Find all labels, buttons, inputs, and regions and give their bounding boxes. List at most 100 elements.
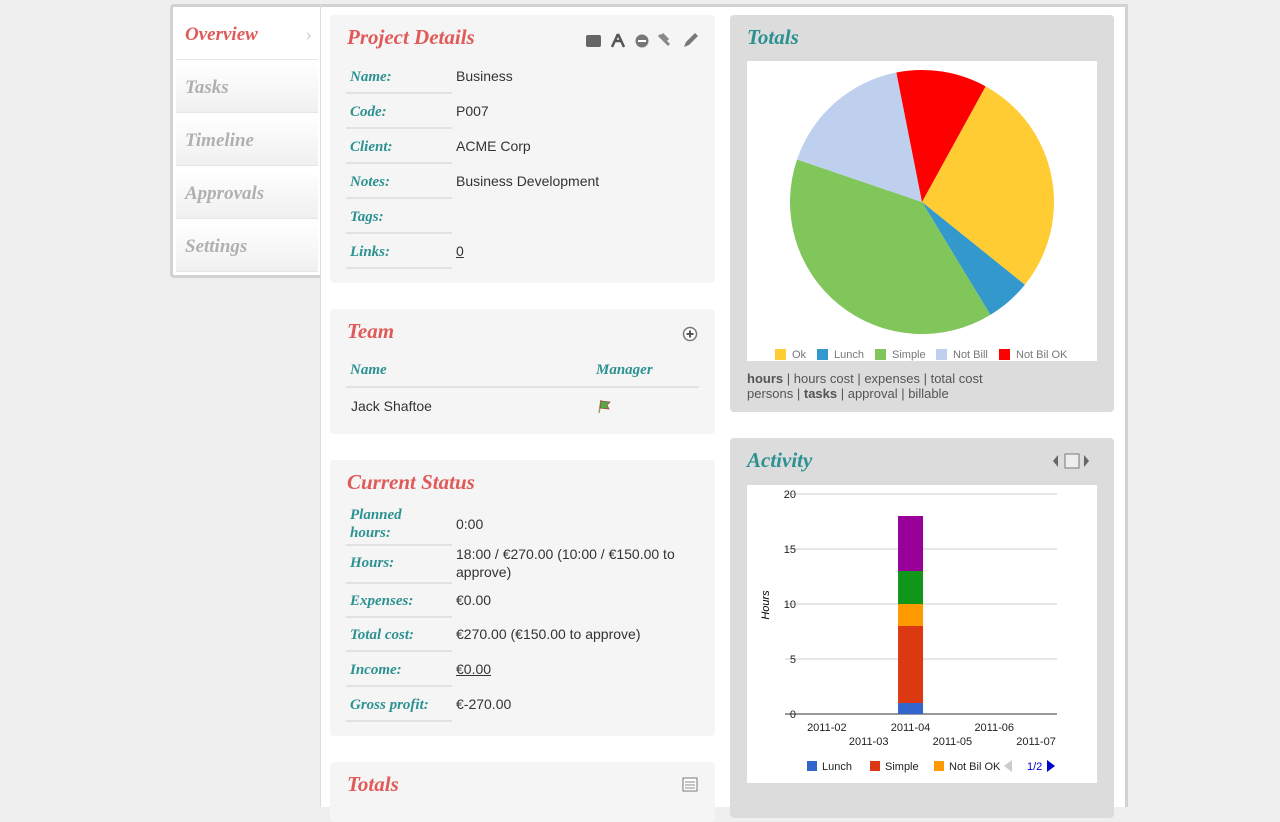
legend-swatch — [870, 761, 880, 771]
bar-segment — [898, 626, 924, 703]
legend-prev[interactable] — [1004, 760, 1012, 772]
metric-link[interactable]: persons — [747, 386, 794, 401]
legend-label: Simple — [892, 349, 926, 361]
divider — [346, 685, 452, 687]
legend-label: Not Bil OK — [1016, 349, 1068, 361]
field-label: Name: — [350, 69, 392, 85]
nav-tab[interactable]: Timeline — [176, 116, 318, 166]
legend-swatch — [817, 349, 828, 360]
pie-slice — [797, 72, 922, 202]
calendar-button[interactable] — [1064, 453, 1080, 469]
field-label: Hours: — [350, 555, 395, 571]
legend-pager: 1/2 — [1027, 761, 1042, 773]
field-label: Gross profit: — [350, 697, 429, 713]
field-value: Business Development — [456, 173, 600, 189]
field-label: Expenses: — [350, 593, 414, 609]
column-header: Manager — [596, 362, 653, 378]
prev-button[interactable] — [1053, 455, 1058, 467]
field-value: €-270.00 — [456, 696, 512, 712]
field-label: Links: — [350, 244, 391, 260]
pie-chart: Ok Lunch Simple Not Bill Not Bil OK — [747, 61, 1097, 361]
nav-tab[interactable]: Tasks — [176, 63, 318, 113]
metric-link[interactable]: hours — [747, 371, 784, 386]
nav-tab[interactable]: Approvals — [176, 169, 318, 219]
team-card: Team Name Manager Jack Shaftoe — [330, 309, 715, 434]
divider — [346, 386, 699, 388]
field-value[interactable]: €0.00 — [456, 661, 492, 677]
x-tick-label: 2011-03 — [849, 736, 889, 748]
bar-segment — [898, 703, 924, 714]
field-label: Notes: — [350, 174, 390, 190]
divider — [346, 544, 452, 546]
y-tick-label: 0 — [790, 709, 796, 721]
link-row: hours | hours cost | expenses | total co… — [747, 371, 983, 386]
metric-link[interactable]: hours cost — [793, 371, 854, 386]
field-label: Total cost: — [350, 627, 415, 643]
side-nav: Overview › Tasks Timeline Approvals Settings — [170, 4, 324, 278]
pie-slice — [896, 70, 986, 202]
nav-tab[interactable]: Settings — [176, 222, 318, 272]
x-tick-label: 2011-02 — [807, 722, 847, 734]
metric-link[interactable]: total cost — [930, 371, 983, 386]
metric-link[interactable]: billable — [908, 386, 949, 401]
divider — [346, 127, 452, 129]
pie-slice — [790, 159, 991, 334]
y-axis-label: Hours — [760, 590, 772, 620]
field-value: P007 — [456, 103, 489, 119]
field-value: €0.00 — [456, 592, 492, 608]
legend-swatch — [936, 349, 947, 360]
metric-link[interactable]: tasks — [803, 386, 838, 401]
field-label: Client: — [350, 139, 393, 155]
nav-tab[interactable]: Overview › — [176, 10, 318, 60]
project-details-card: Project Details Name: Business Code: P007 Cl… — [330, 15, 715, 283]
divider — [346, 92, 452, 94]
y-tick-label: 10 — [784, 599, 796, 611]
legend-label: Ok — [792, 349, 807, 361]
member-name: Jack Shaftoe — [351, 398, 432, 414]
x-tick-label: 2011-05 — [933, 736, 973, 748]
field-value: ACME Corp — [456, 138, 531, 154]
card-title: Activity — [747, 448, 813, 472]
x-tick-label: 2011-06 — [974, 722, 1014, 734]
pie-slice — [922, 86, 1054, 285]
link-row: persons | tasks | approval | billable — [747, 386, 949, 401]
metric-link[interactable]: approval — [847, 386, 898, 401]
y-tick-label: 20 — [784, 489, 796, 501]
bar-segment — [898, 604, 924, 626]
field-label: Tags: — [350, 209, 384, 225]
status-card: Current Status Planned hours: 0:00 Hours: 1… — [330, 460, 715, 736]
card-title: Project Details — [347, 25, 475, 49]
card-title: Totals — [747, 25, 799, 49]
bar-chart: 05101520Hours2011-022011-032011-042011-0… — [747, 485, 1097, 783]
field-value: 0:00 — [456, 516, 484, 532]
add-icon[interactable] — [682, 326, 698, 342]
field-label: Code: — [350, 104, 387, 120]
field-value[interactable]: 0 — [456, 243, 464, 259]
x-tick-label: 2011-04 — [891, 722, 931, 734]
page: Overview › Tasks Timeline Approvals Settings … — [170, 4, 1128, 818]
divider — [346, 162, 452, 164]
field-value: Business — [456, 68, 513, 84]
card-title: Totals — [347, 772, 399, 796]
icon[interactable] — [657, 32, 671, 47]
x-tick-label: 2011-07 — [1016, 736, 1056, 748]
legend-label: Lunch — [822, 761, 852, 773]
arrow: › — [305, 24, 312, 45]
column-header: Name — [350, 362, 387, 378]
icon[interactable] — [586, 35, 601, 47]
field-value: €270.00 (€150.00 to approve) — [456, 626, 641, 642]
legend-next[interactable] — [1047, 760, 1055, 772]
divider — [346, 650, 452, 652]
table-icon[interactable] — [682, 776, 700, 794]
metric-link[interactable]: expenses — [864, 371, 920, 386]
field-label: Income: — [350, 662, 402, 678]
bar-segment — [898, 516, 924, 571]
next-button[interactable] — [1084, 455, 1089, 467]
toolbar-icons — [586, 32, 698, 48]
icon[interactable] — [610, 33, 626, 48]
divider — [346, 616, 452, 618]
legend-swatch — [775, 349, 786, 360]
manager-flag — [598, 399, 611, 414]
icon[interactable] — [684, 33, 698, 47]
legend-swatch — [807, 761, 817, 771]
